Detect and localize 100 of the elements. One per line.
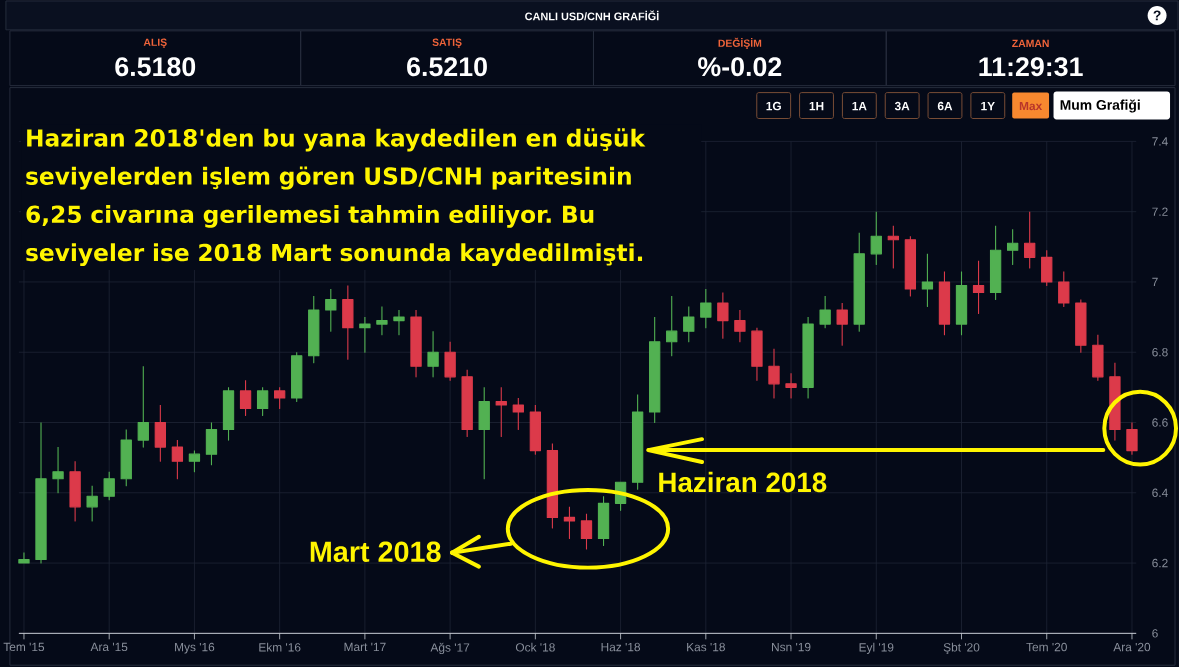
y-tick-label: 6.8 [1152,347,1168,357]
y-tick-label: 7.4 [1152,137,1168,146]
candlestick [308,295,320,364]
text: 6A [937,101,953,111]
text: 6.5210 [407,57,487,77]
candlestick [291,351,303,402]
candlestick [683,305,695,343]
candlestick [546,442,559,529]
candlestick [1075,298,1087,353]
candlestick [1092,334,1104,381]
text: SATIŞ [432,38,462,48]
candlestick [904,235,917,297]
x-tick-label: Mart '17 [344,642,386,652]
candlestick [751,326,763,381]
text: ZAMAN [1012,39,1049,47]
candlestick [35,421,47,564]
x-tick-label: Tem '20 [1026,642,1067,652]
x-tick-label: Kas '18 [687,642,725,652]
x-tick-label: Nsn '19 [772,642,811,652]
candlestick [52,446,64,494]
text: ? [1153,10,1161,21]
candlestick [205,421,218,466]
candlestick [938,270,951,336]
candlestick [393,309,405,336]
candlestick [154,404,166,462]
annotation: Haziran 2018'den bu yana kaydedilen en düşük seviyelerden işlem gören USD/CNH paritesinin 6,25 civarına gerilemesi tahmin ediliyor. Bu seviyeler ise 2018 Mart sonunda kaydedilmişti. [26,128,646,266]
y-tick-label: 6.6 [1152,418,1168,427]
x-tick-label: Tem '15 [3,642,45,652]
candlestick [18,551,30,564]
x-tick-label: Eyl '19 [859,642,894,654]
text: Max [1019,101,1043,111]
candlestick [256,386,269,416]
candlestick [342,284,354,360]
candlestick [972,260,985,315]
candlestick [69,460,81,522]
text: 1G [766,101,781,111]
text: 3A [894,101,910,111]
candlestick [649,316,661,423]
x-tick-label: Şbt '20 [943,642,980,654]
candlestick [427,330,439,378]
candlestick [495,386,507,438]
candlestick [1041,249,1053,286]
y-tick-label: 6 [1152,629,1158,638]
x-tick-label: Ağs '17 [430,642,470,654]
candlestick [836,302,848,346]
candlestick [1024,211,1036,269]
candlestick [768,348,780,399]
candlestick [171,439,184,480]
candlestick [563,506,576,539]
x-tick-label: Mys '16 [175,642,215,654]
candlestick [955,270,968,336]
candlestick [137,365,149,448]
candlestick [512,397,524,430]
candlestick [700,288,712,329]
y-tick-label: 6.4 [1152,488,1168,497]
candlestick [103,471,115,501]
candlestick [478,386,490,480]
text: ALIŞ [143,38,167,48]
chart-title: CANLI USD/CNH GRAFİĞİ [525,10,659,21]
candlestick [802,316,814,399]
y-tick-label: 6.2 [1152,558,1168,568]
text: Mum Grafiği [1060,99,1140,113]
candlestick [921,253,934,307]
text: 11:29:31 [979,57,1083,77]
text: %-0.02 [698,57,782,77]
candlestick [631,393,644,490]
candlestick [819,295,831,329]
candlestick [325,288,337,332]
y-tick-label: 7 [1152,277,1158,286]
x-tick-label: Haz '18 [601,642,641,652]
candlestick [359,316,371,353]
candlestick [717,291,729,339]
candlestick [222,386,235,441]
text: 6.5180 [115,57,196,77]
annotation: Haziran 2018 [659,471,827,493]
text: 1A [852,101,867,111]
text: 1H [809,101,824,111]
annotation: Mart 2018 [310,541,441,562]
candlestick [239,379,252,416]
candlestick [597,495,610,546]
candlestick [1058,270,1070,307]
text: DEĞİŞİM [718,37,762,49]
candlestick [580,513,593,550]
candlestick [529,404,542,455]
candlestick [444,341,456,381]
candlestick [989,225,1002,300]
candlestick [188,449,201,473]
x-tick-label: Ock '18 [515,642,555,652]
candlestick [734,309,746,343]
candlestick [376,305,388,336]
candlestick [120,428,132,487]
candlestick [1126,421,1138,455]
x-tick-label: Ara '15 [90,642,128,652]
candlestick [785,372,797,399]
x-tick-label: Ekm '16 [259,642,301,652]
y-tick-label: 7.2 [1152,207,1168,216]
candlestick [870,211,882,265]
text: 1Y [981,101,995,111]
candlestick [666,295,678,357]
candlestick [274,386,286,409]
